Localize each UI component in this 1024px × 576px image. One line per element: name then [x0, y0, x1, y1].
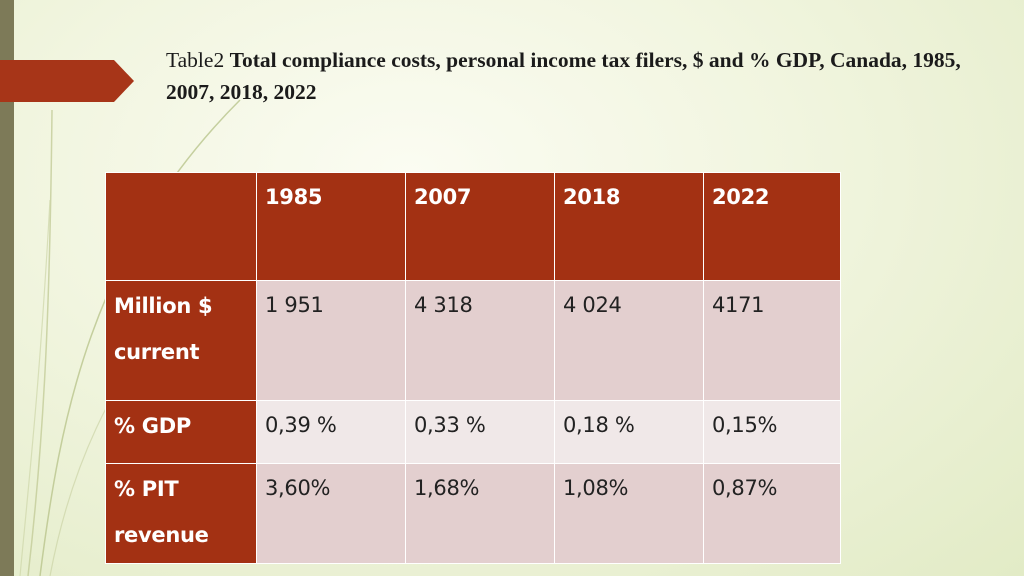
table-cell: 1,08%	[554, 463, 704, 564]
table-cell: 0,15%	[703, 400, 841, 464]
column-header: 2022	[703, 172, 841, 281]
slide-title: Table2 Total compliance costs, personal …	[166, 44, 986, 108]
table-cell: 4 318	[405, 280, 555, 401]
column-header: 2018	[554, 172, 704, 281]
compliance-costs-table: 1985 2007 2018 2022 Million $ current 1 …	[105, 172, 841, 564]
table-row: % GDP 0,39 % 0,33 % 0,18 % 0,15%	[105, 400, 841, 464]
table-cell: 0,39 %	[256, 400, 406, 464]
table-cell: 0,33 %	[405, 400, 555, 464]
title-arrow-marker	[0, 60, 134, 102]
title-text: Total compliance costs, personal income …	[166, 48, 961, 104]
header-corner-cell	[105, 172, 257, 281]
table-row: Million $ current 1 951 4 318 4 024 4171	[105, 280, 841, 401]
left-accent-bar	[0, 0, 14, 576]
row-label: % PIT revenue	[105, 463, 257, 564]
table-header-row: 1985 2007 2018 2022	[105, 172, 841, 281]
table-cell: 3,60%	[256, 463, 406, 564]
table-cell: 0,87%	[703, 463, 841, 564]
table-cell: 1,68%	[405, 463, 555, 564]
table-cell: 1 951	[256, 280, 406, 401]
column-header: 2007	[405, 172, 555, 281]
row-label: % GDP	[105, 400, 257, 464]
table-cell: 4 024	[554, 280, 704, 401]
column-header: 1985	[256, 172, 406, 281]
table-cell: 0,18 %	[554, 400, 704, 464]
row-label: Million $ current	[105, 280, 257, 401]
table-cell: 4171	[703, 280, 841, 401]
table-row: % PIT revenue 3,60% 1,68% 1,08% 0,87%	[105, 463, 841, 564]
title-prefix: Table2	[166, 48, 230, 72]
